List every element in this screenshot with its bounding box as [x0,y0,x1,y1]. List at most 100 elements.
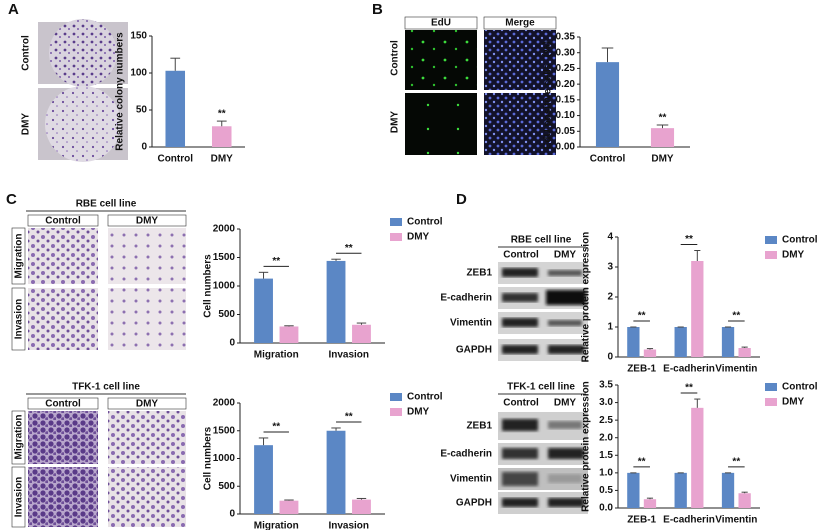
y-axis-label: Relative protein expression [581,232,592,363]
legend-swatch [765,236,777,244]
row-label: ZEB1 [466,268,492,279]
column-header [27,397,99,410]
y-tick-label: 3.0 [599,397,613,408]
y-tick-label: 1.5 [599,450,613,461]
y-tick-label: 0.05 [556,126,576,137]
y-axis-label: EdU positive cells（%） [541,35,554,149]
column-header [27,214,99,227]
bar [627,472,640,508]
band [502,498,538,507]
bar [674,327,687,357]
blot-strip [498,312,588,334]
column-header [107,214,187,227]
bar [721,327,735,357]
bar [326,430,346,514]
y-tick-label: 500 [218,481,235,492]
y-tick-label: 1000 [213,281,236,292]
significance: ** [732,456,740,467]
y-tick-label: 50 [136,105,148,116]
row-label: Control [390,40,401,76]
bar [326,260,346,343]
transwell-image [28,288,98,350]
row-header [11,466,26,528]
bar [279,326,299,343]
column-label: Control [45,216,81,227]
y-axis-label: Cell numbers [203,426,214,490]
significance: ** [272,422,280,433]
bar [595,62,620,148]
row-label: Vimentin [450,318,492,329]
x-tick-label: Invasion [328,350,369,361]
significance: ** [732,311,740,322]
y-tick-label: 0.5 [599,485,613,496]
transwell-image [108,411,186,464]
plate [45,86,121,162]
bar [643,349,657,357]
bar [738,493,751,508]
column-header [107,397,187,410]
column-label: Merge [505,18,535,29]
band [502,293,538,302]
x-tick-label: ZEB-1 [627,364,656,375]
bar [691,407,704,508]
y-tick-label: 500 [218,309,235,320]
y-tick-label: 100 [130,68,147,79]
c-block: TFK-1 cell line Control DMY Migration In… [11,382,187,528]
transwell-image [28,228,98,284]
row-label: DMY [21,113,32,136]
y-axis-label: Relative colony numbers [115,32,126,151]
x-tick-label: Vimentin [715,364,757,375]
y-tick-label: 0.25 [556,63,576,74]
row-header [11,287,26,351]
column-label: Control [503,398,539,409]
panel-letter: C [6,191,17,208]
transwell-image [108,288,186,350]
merge-image [484,93,556,155]
x-tick-label: Vimentin [715,515,757,526]
column-label: EdU [431,18,451,29]
blot-strip [498,262,588,284]
y-tick-label: 1000 [213,453,236,464]
blot-strip [498,492,588,514]
column-label: DMY [554,398,577,409]
y-tick-label: 150 [130,31,147,42]
legend-label: DMY [407,232,430,243]
y-tick-label: 2000 [213,224,236,235]
y-tick-label: 0.00 [556,142,576,153]
block-title: RBE cell line [76,199,137,210]
y-tick-label: 3 [607,262,613,273]
column-header [483,16,557,30]
column-label: Control [503,250,539,261]
legend-label: Control [782,235,818,246]
block-title: TFK-1 cell line [72,382,140,393]
legend-swatch [390,408,402,416]
edu-image [405,93,477,155]
bar [627,327,640,357]
y-tick-label: 0.10 [556,110,576,121]
row-label: Control [21,35,32,71]
x-tick-label: Control [157,154,193,165]
significance: ** [345,412,353,423]
bar [674,472,687,508]
blot: RBE cell line Control DMY ZEB1 E-cadheri… [440,235,588,361]
legend-swatch [765,398,777,406]
bar [721,472,735,508]
merge-image [484,30,556,90]
y-tick-label: 2 [607,292,613,303]
band [502,268,538,277]
x-tick-label: Invasion [328,521,369,530]
band [548,320,582,326]
y-tick-label: 0.20 [556,79,576,90]
y-axis-label: Cell numbers [203,254,214,318]
c-block: RBE cell line Control DMY Migration Inva… [11,199,187,351]
legend-label: DMY [782,250,805,261]
y-tick-label: 3.5 [599,380,613,391]
y-tick-label: 2.5 [599,415,613,426]
legend-label: DMY [782,397,805,408]
column-label: DMY [136,399,159,410]
legend-swatch [390,393,402,401]
y-tick-label: 0.35 [556,32,576,43]
band [546,290,586,305]
significance: ** [685,383,693,394]
